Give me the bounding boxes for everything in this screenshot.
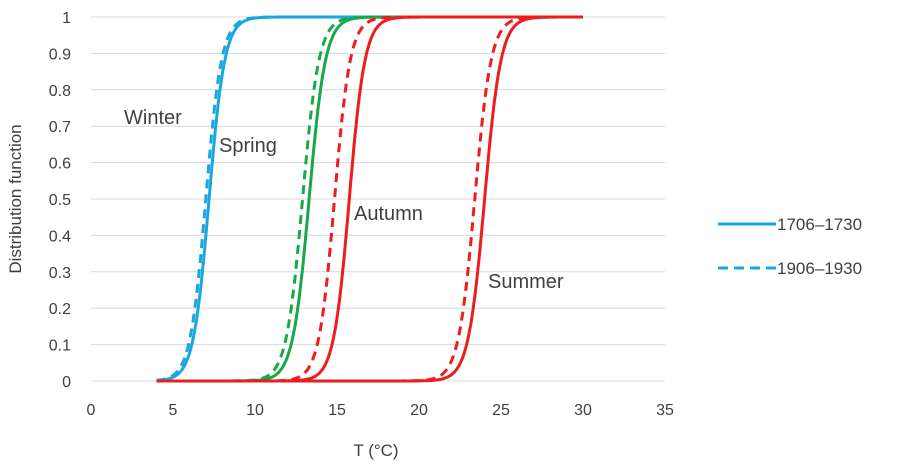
season-label-autumn: Autumn bbox=[354, 203, 423, 225]
y-tick-label: 0.8 bbox=[49, 83, 71, 100]
x-tick-label: 0 bbox=[87, 402, 96, 419]
x-tick-label: 10 bbox=[246, 402, 264, 419]
y-tick-label: 0.6 bbox=[49, 156, 71, 173]
x-tick-label: 15 bbox=[328, 402, 346, 419]
x-tick-label: 30 bbox=[574, 402, 592, 419]
legend-label-1706-1730: 1706–1730 bbox=[777, 215, 862, 234]
y-axis-title: Distribution function bbox=[6, 124, 25, 273]
x-axis-ticks: 0 5 10 15 20 25 30 35 bbox=[87, 402, 674, 419]
x-tick-label: 5 bbox=[169, 402, 178, 419]
x-tick-label: 20 bbox=[410, 402, 428, 419]
season-label-spring: Spring bbox=[219, 135, 277, 157]
legend-label-1906-1930: 1906–1930 bbox=[777, 259, 862, 278]
y-tick-label: 0.4 bbox=[49, 228, 71, 245]
series-line-autumn-1906-1930 bbox=[155, 15, 584, 383]
x-tick-label: 25 bbox=[492, 402, 510, 419]
y-axis-ticks: 0 0.1 0.2 0.3 0.4 0.5 0.6 0.7 0.8 0.9 1 bbox=[49, 10, 71, 391]
x-tick-label: 35 bbox=[656, 402, 674, 419]
y-tick-label: 0.3 bbox=[49, 265, 71, 282]
y-tick-label: 0.5 bbox=[49, 192, 71, 209]
y-tick-label: 0.2 bbox=[49, 301, 71, 318]
y-tick-label: 1 bbox=[62, 10, 71, 27]
gridlines bbox=[91, 16, 665, 382]
season-label-summer: Summer bbox=[488, 271, 564, 293]
y-tick-label: 0.9 bbox=[49, 46, 71, 63]
season-label-winter: Winter bbox=[124, 107, 182, 129]
legend: 1706–1730 1906–1930 bbox=[718, 215, 862, 278]
x-axis-title: T (°C) bbox=[353, 441, 398, 460]
y-tick-label: 0.7 bbox=[49, 119, 71, 136]
y-tick-label: 0.1 bbox=[49, 338, 71, 355]
series-line-summer-1906-1930 bbox=[155, 15, 584, 383]
series-lines bbox=[155, 15, 584, 383]
y-tick-label: 0 bbox=[62, 374, 71, 391]
